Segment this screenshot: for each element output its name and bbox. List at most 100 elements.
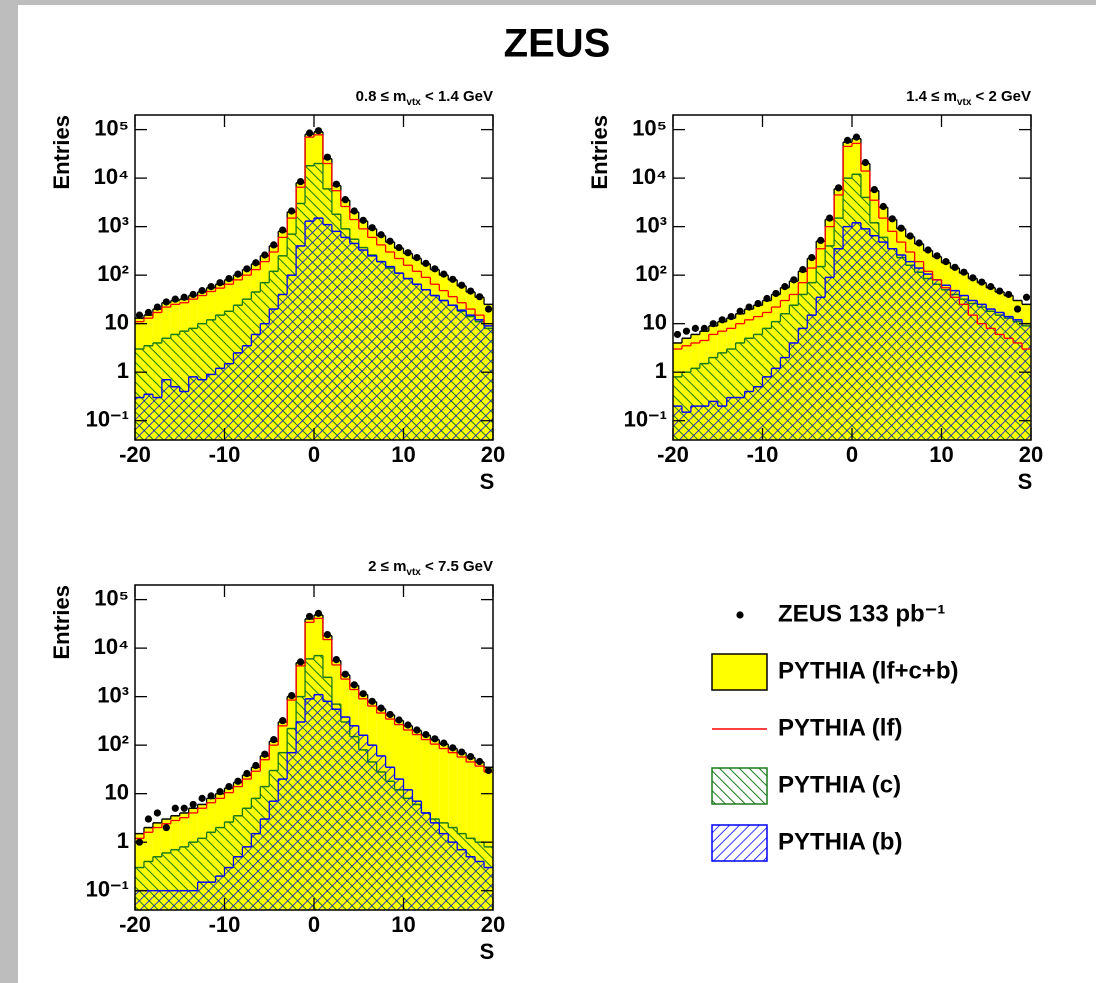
y-axis-label: Entries [587,115,612,190]
legend-label: PYTHIA (c) [778,771,901,798]
data-point [924,246,932,254]
histogram-bin [152,397,162,440]
histogram-bin [717,406,727,440]
histogram-bin [197,379,207,440]
y-tick-label: 10⁻¹ [86,877,129,902]
legend-label: PYTHIA (lf+c+b) [778,657,958,684]
panel-title-main: 0.8 ≤ m [356,88,407,105]
histogram-bin [206,374,216,440]
histogram-bin [439,833,449,910]
histogram-bin [457,849,467,910]
histogram-bin [448,305,458,440]
histogram-bin [843,226,852,440]
data-point [745,303,753,311]
histogram-bin [331,231,341,440]
histogram-bin [1013,319,1023,440]
histogram-bin [340,717,350,910]
panel: -20 -10 0 10 20 10⁻¹ 1 10 10² 10³ 10⁴ 10⁵ S Entries 0.… [49,88,505,494]
histogram-bin [475,861,485,910]
histogram-bin [206,832,216,910]
histogram-bin [986,309,996,440]
histogram-bin [331,709,341,910]
data-point [314,127,323,135]
x-tick-label: -10 [747,442,779,467]
x-tick-label: -10 [209,442,241,467]
data-point [207,792,215,800]
data-point [1022,293,1031,301]
data-point [350,681,358,689]
panel-title: 1.4 ≤ mvtx < 2 GeV [906,88,1031,108]
histogram-bin [457,752,467,910]
histogram-bin [188,890,198,910]
y-tick-label: 10³ [97,682,129,707]
histogram-bin [152,342,162,440]
histogram-bin [484,325,493,440]
histogram-bin [161,852,171,910]
data-point [332,655,340,664]
legend-label: ZEUS 133 pb⁻¹ [778,600,945,627]
histogram-bin [296,245,306,440]
histogram-bin [896,255,906,440]
data-point [942,258,950,266]
histogram-bin [143,861,153,910]
data-point [897,224,905,232]
histogram-bin [699,406,709,440]
panel-title-main: 1.4 ≤ m [906,88,957,105]
histogram-bin [278,294,288,440]
data-point [261,750,269,758]
data-point [153,809,161,817]
data-point [843,136,852,144]
data-point [279,226,287,234]
histogram-bin [269,801,279,910]
histogram-bin [457,310,467,440]
y-tick-label: 10 [105,779,129,804]
data-point [350,207,358,215]
histogram-bin [421,812,431,910]
data-point [234,777,242,785]
panel-title-rest: < 7.5 GeV [421,558,493,575]
data-point [852,133,861,141]
histogram-bin [995,312,1005,440]
histogram-bin [242,846,252,910]
histogram-bin [135,890,144,910]
data-point [458,748,466,756]
x-tick-label: 0 [308,912,320,937]
data-point [216,788,224,796]
x-tick-label: -20 [119,912,151,937]
y-tick-label: 10⁴ [632,164,667,189]
data-point [969,274,977,282]
histogram-bin [475,319,485,440]
data-point [279,717,287,725]
legend-marker [711,653,768,691]
data-point [270,736,278,744]
histogram-bin [681,372,691,440]
data-point [216,279,224,287]
legend-label: PYTHIA (lf) [778,714,902,741]
data-point [377,231,385,239]
y-tick-label: 10⁻¹ [624,407,667,432]
panel-title-sub: vtx [957,97,972,108]
panel-title-rest: < 1.4 GeV [421,88,493,105]
data-point [171,295,179,303]
y-tick-label: 1 [117,358,129,383]
histogram-bin [1004,316,1014,440]
data-point [449,275,457,283]
x-axis-label: S [1018,469,1033,494]
data-point [296,177,305,186]
data-point [341,196,349,204]
data-point [475,757,484,766]
plot-area [673,133,1031,440]
histogram-bin [977,304,987,440]
histogram-bin [860,228,870,440]
panel-title-sub: vtx [406,567,421,578]
histogram-bin [735,397,745,440]
histogram-bin [197,838,207,910]
data-point [754,299,762,308]
histogram-bin [834,248,844,440]
legend-label: PYTHIA (b) [778,828,902,855]
histogram-bin [816,297,826,440]
histogram-bin [358,735,368,910]
y-tick-label: 10⁵ [94,585,129,610]
data-point [870,185,878,194]
histogram-bin [412,284,422,440]
